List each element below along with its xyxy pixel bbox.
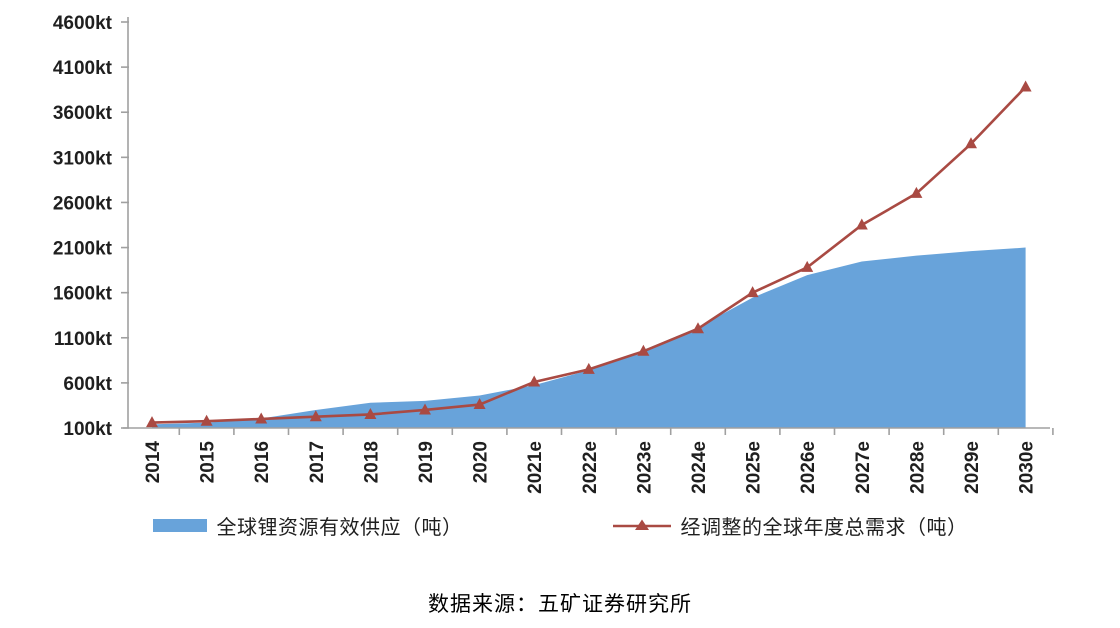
demand-marker-triangle-icon [200,414,213,426]
x-axis-label: 2018 [361,441,382,483]
y-axis-label: 4100kt [53,58,113,79]
y-axis-label: 1600kt [53,284,113,305]
x-axis-label: 2029e [962,441,983,494]
x-axis-label: 2017 [307,441,328,483]
demand-marker-triangle-icon [255,412,268,424]
demand-legend-label: 经调整的全球年度总需求（吨） [680,517,968,539]
demand-line-swatch [612,519,671,530]
chart-plot-area: 100kt 600kt 1100kt 1600kt 2100kt 2600kt 3100kt… [53,13,1054,494]
demand-marker-triangle-icon [582,362,595,374]
x-axis-label: 2014 [143,441,164,484]
x-axis-label: 2020 [471,441,492,483]
y-axis-label: 1100kt [54,329,113,350]
demand-marker-triangle-icon [692,322,704,334]
y-axis-label: 2600kt [53,193,113,214]
demand-marker-triangle-icon [419,403,431,415]
y-axis-label: 100kt [63,419,112,440]
y-axis-label: 3600kt [53,103,113,124]
chart-legend: 全球锂资源有效供应（吨） 经调整的全球年度总需求（吨） [0,511,1120,540]
y-axis-label: 4600kt [53,13,113,34]
x-axis-label: 2026e [798,441,819,494]
supply-legend-label: 全球锂资源有效供应（吨） [216,517,463,539]
x-axis-label: 2015 [198,441,219,484]
demand-marker-triangle-icon [364,407,377,419]
x-axis-label: 2030e [1017,441,1038,494]
demand-marker-triangle-icon [746,286,759,298]
legend-item-demand: 经调整的全球年度总需求（吨） [612,511,968,540]
y-axis-label: 2100kt [53,239,113,260]
demand-marker-triangle-icon [146,416,158,428]
supply-area-series [152,247,1026,428]
demand-marker-triangle-icon [910,186,923,198]
demand-marker-triangle-icon [801,260,814,272]
x-axis-label: 2023e [634,441,655,494]
x-axis-label: 2016 [252,441,273,483]
demand-marker-triangle-icon [528,375,541,387]
x-axis-label: 2021e [525,441,546,494]
x-axis-label: 2025e [744,441,765,494]
demand-marker-triangle-icon [1019,80,1032,92]
x-axis-label: 2024e [689,441,710,494]
x-axis-label: 2027e [853,441,874,494]
demand-marker-triangle-icon [473,398,486,410]
y-axis-label: 600kt [63,374,112,395]
x-axis-label: 2028e [907,441,928,494]
supply-area-swatch [152,519,207,532]
data-source-caption: 数据来源：五矿证券研究所 [428,592,692,616]
demand-swatch-triangle-icon [634,519,649,530]
demand-marker-triangle-icon [309,410,322,422]
demand-marker-triangle-icon [855,218,868,230]
demand-marker-triangle-icon [637,344,650,356]
x-axis-label: 2022e [580,441,601,494]
demand-marker-triangle-icon [965,137,977,149]
y-axis-label: 3100kt [53,148,113,169]
legend-item-supply: 全球锂资源有效供应（吨） [152,511,463,540]
x-axis-label: 2019 [416,441,437,483]
